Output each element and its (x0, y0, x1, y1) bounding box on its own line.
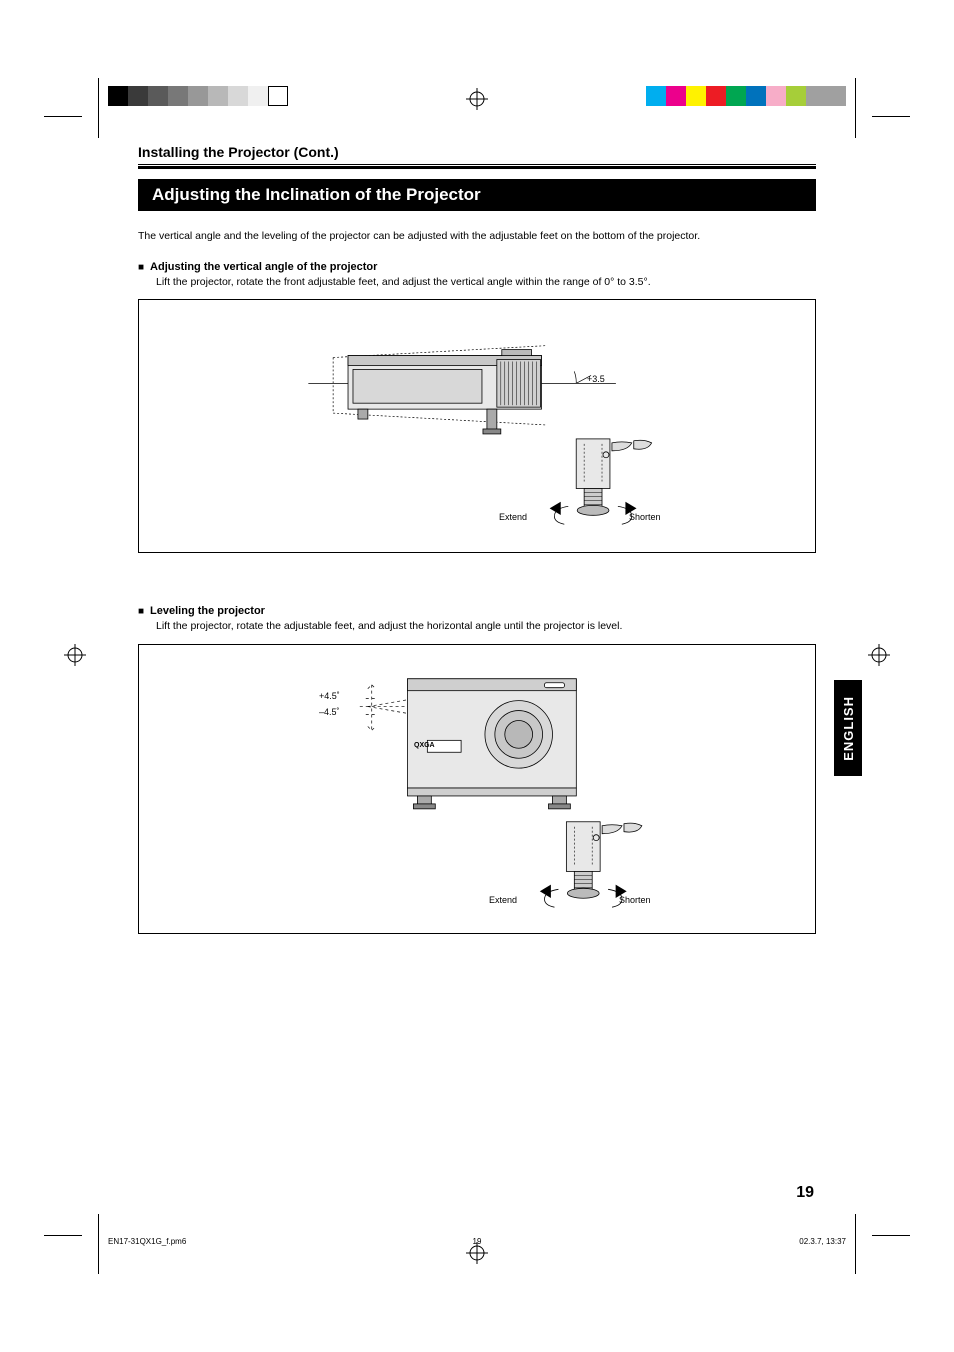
vertical-angle-section: ■Adjusting the vertical angle of the pro… (138, 261, 816, 289)
crop-mark (872, 116, 910, 117)
sub-heading: ■Adjusting the vertical angle of the pro… (138, 261, 816, 273)
crop-mark (44, 116, 82, 117)
footer-page: 19 (473, 1237, 482, 1246)
subsection-heading: Adjusting the Inclination of the Project… (138, 179, 816, 211)
registration-mark-icon (868, 644, 890, 666)
extend-label: Extend (489, 895, 517, 905)
color-swatch-bar (646, 86, 846, 106)
sub-heading: ■Leveling the projector (138, 605, 816, 617)
rule (138, 166, 816, 169)
shorten-label: Shorten (619, 895, 651, 905)
registration-mark-icon (64, 644, 86, 666)
crop-mark (855, 1214, 856, 1274)
crop-mark (872, 1235, 910, 1236)
angle-upper-label: +4.5˚ (319, 691, 340, 701)
sub-body: Lift the projector, rotate the adjustabl… (156, 619, 816, 633)
figure-leveling: +4.5˚ –4.5˚ QXGA Extend Shorten (138, 644, 816, 934)
figure2-svg (139, 645, 815, 933)
figure1-svg (139, 300, 815, 552)
section-title: Installing the Projector (Cont.) (138, 144, 816, 162)
language-tab-text: ENGLISH (841, 696, 856, 761)
crop-mark (98, 78, 99, 138)
angle-label: +3.5 (587, 374, 605, 384)
registration-mark-icon (466, 88, 488, 110)
content-area: Installing the Projector (Cont.) Adjusti… (138, 144, 816, 934)
footer: EN17-31QX1G_f.pm6 19 02.3.7, 13:37 (108, 1237, 846, 1246)
leveling-section: ■Leveling the projector Lift the project… (138, 605, 816, 633)
footer-filename: EN17-31QX1G_f.pm6 (108, 1237, 186, 1246)
figure-vertical-angle: +3.5 Extend Shorten (138, 299, 816, 553)
sub-heading-text: Adjusting the vertical angle of the proj… (150, 261, 377, 273)
sub-body: Lift the projector, rotate the front adj… (156, 275, 816, 289)
page-number: 19 (796, 1184, 814, 1202)
page: Installing the Projector (Cont.) Adjusti… (0, 0, 954, 1352)
language-tab: ENGLISH (834, 680, 862, 776)
crop-mark (98, 1214, 99, 1274)
crop-mark (44, 1235, 82, 1236)
footer-timestamp: 02.3.7, 13:37 (799, 1237, 846, 1246)
panel-label: QXGA (414, 742, 435, 749)
crop-mark (855, 78, 856, 138)
intro-text: The vertical angle and the leveling of t… (138, 229, 816, 243)
angle-lower-label: –4.5˚ (319, 707, 340, 717)
greyscale-bar (108, 86, 288, 106)
rule (138, 164, 816, 165)
extend-label: Extend (499, 512, 527, 522)
sub-heading-text: Leveling the projector (150, 605, 265, 617)
shorten-label: Shorten (629, 512, 661, 522)
